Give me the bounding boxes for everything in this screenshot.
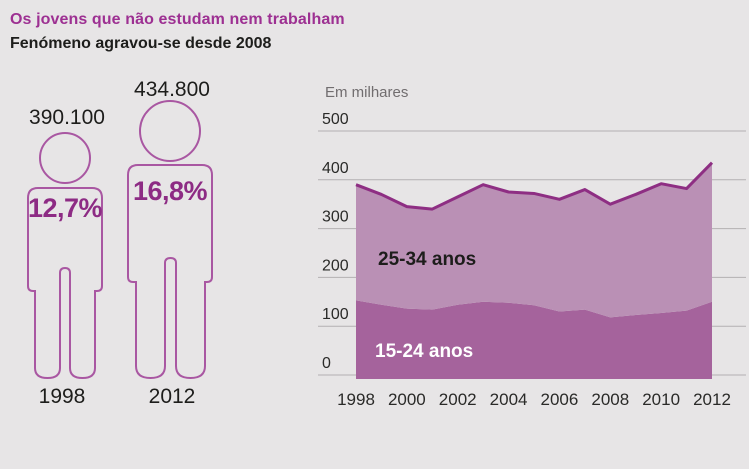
person-body	[27, 187, 103, 380]
x-tick-label: 2010	[642, 390, 680, 409]
page-subtitle: Fenómeno agravou-se desde 2008	[10, 35, 272, 52]
y-tick-label: 200	[322, 257, 349, 274]
y-tick-label: 500	[322, 111, 349, 128]
page-title: Os jovens que não estudam nem trabalham	[10, 11, 345, 28]
x-tick-label: 2008	[591, 390, 629, 409]
y-tick-label: 400	[322, 160, 349, 177]
y-tick-label: 300	[322, 209, 349, 226]
series-label-15-24: 15-24 anos	[375, 341, 473, 362]
x-tick-label: 2004	[490, 390, 528, 409]
pictogram-2012-value: 434.800	[134, 78, 210, 101]
pictogram-1998-percent: 12,7%	[27, 193, 103, 223]
y-tick-label: 100	[322, 306, 349, 323]
chart-unit-label: Em milhares	[325, 84, 409, 101]
pictogram-1998-value: 390.100	[29, 106, 105, 129]
person-body	[127, 164, 213, 380]
person-head	[139, 100, 201, 162]
person-icon-1998	[27, 132, 103, 380]
x-tick-label: 2000	[388, 390, 426, 409]
area-15-24-anos	[356, 300, 712, 379]
person-icon-2012	[127, 100, 213, 380]
y-tick-label: 0	[322, 355, 331, 372]
series-label-25-34: 25-34 anos	[378, 249, 476, 270]
x-tick-label: 2006	[541, 390, 579, 409]
x-tick-label: 2002	[439, 390, 477, 409]
x-tick-label: 1998	[337, 390, 375, 409]
person-head	[39, 132, 91, 184]
chart-areas	[355, 161, 714, 379]
area-25-34-anos	[356, 162, 712, 318]
x-tick-label: 2012	[693, 390, 731, 409]
pictogram-2012-year: 2012	[148, 385, 196, 408]
pictogram-2012-percent: 16,8%	[132, 176, 208, 206]
total-line	[355, 161, 714, 211]
chart-x-axis: 1998 2000 2002 2004 2006 2008 2010 2012	[337, 390, 731, 409]
pictogram-1998-year: 1998	[38, 385, 86, 408]
area-chart: 0 100 200 300 400 500 1998 2000 2002 2004 2006 200…	[318, 111, 746, 409]
